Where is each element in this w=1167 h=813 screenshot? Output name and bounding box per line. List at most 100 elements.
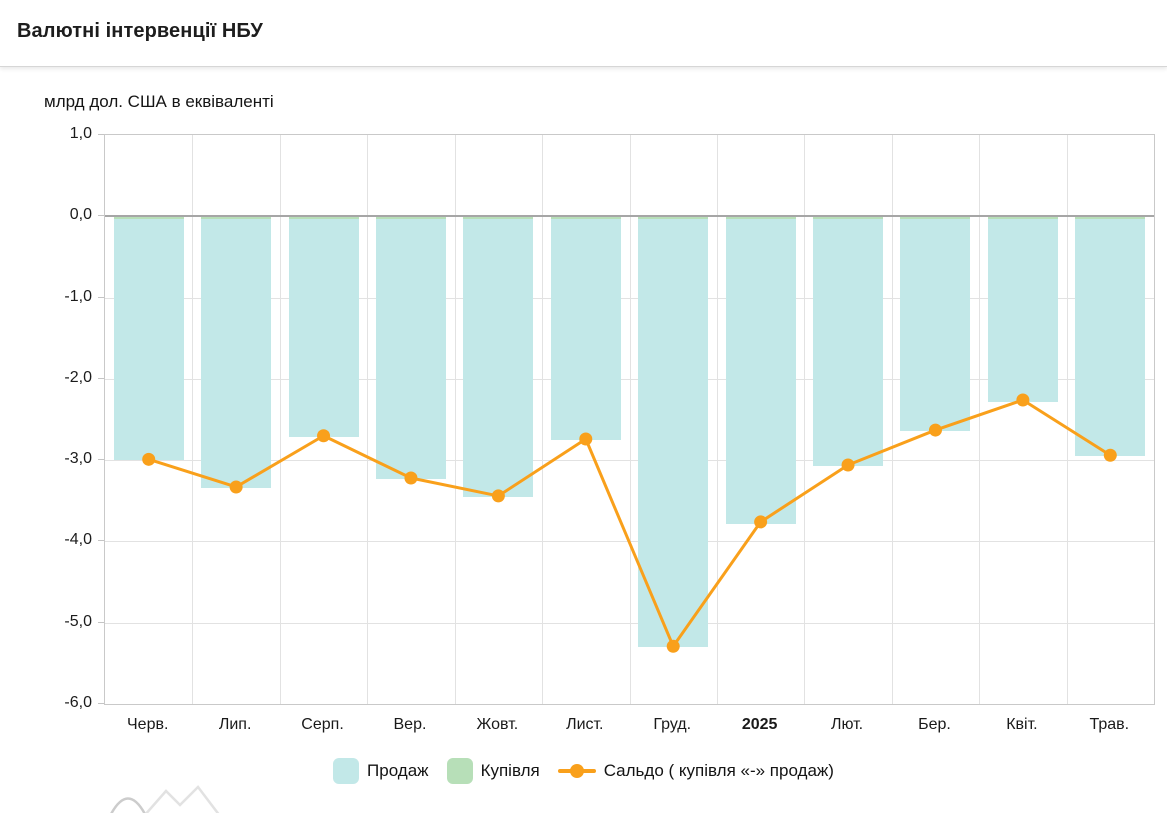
x-axis-label: Лист. [566, 716, 604, 733]
balance-point[interactable] [1016, 393, 1030, 407]
axis-unit-label: млрд дол. США в еквіваленті [44, 92, 274, 111]
vertical-gridline [367, 135, 369, 704]
legend-dot-icon [569, 764, 584, 778]
bar-sale[interactable] [550, 216, 621, 440]
legend-item-balance[interactable]: Сальдо ( купівля «-» продаж) [557, 761, 834, 781]
vertical-gridline [454, 135, 456, 704]
header: Валютні інтервенції НБУ [0, 0, 1167, 67]
balance-point[interactable] [491, 489, 505, 503]
balance-point[interactable] [317, 429, 331, 443]
vertical-gridline [542, 135, 544, 704]
bar-buy[interactable] [463, 216, 534, 220]
bar-sale[interactable] [987, 216, 1058, 402]
vertical-gridline [1066, 135, 1068, 704]
vertical-gridline [629, 135, 631, 704]
y-tick-mark [98, 703, 104, 704]
legend-item-buy[interactable]: Купівля [446, 758, 540, 784]
bar-buy[interactable] [725, 216, 796, 220]
bar-buy[interactable] [638, 216, 709, 220]
bar-sale[interactable] [463, 216, 534, 497]
legend-item-sale[interactable]: Продаж [333, 758, 429, 784]
y-tick-label: -5,0 [64, 612, 92, 630]
x-axis-label: Бер. [918, 716, 951, 733]
x-axis-label: Квіт. [1006, 716, 1038, 733]
bar-buy[interactable] [550, 216, 621, 220]
x-axis-label: Черв. [127, 716, 169, 733]
bar-buy[interactable] [375, 216, 446, 220]
balance-point[interactable] [229, 480, 243, 494]
horizontal-gridline [105, 297, 1154, 299]
balance-point[interactable] [142, 452, 156, 466]
bar-buy[interactable] [987, 216, 1058, 220]
legend-swatch-icon [446, 758, 473, 784]
bar-sale[interactable] [900, 216, 971, 431]
legend-line-marker-icon [557, 763, 596, 779]
vertical-gridline [804, 135, 806, 704]
y-tick-mark [98, 215, 104, 217]
vertical-gridline [979, 135, 981, 704]
y-tick-label: -3,0 [64, 450, 92, 468]
bar-sale[interactable] [288, 216, 359, 437]
x-axis-label: Трав. [1089, 716, 1130, 733]
bar-buy[interactable] [201, 216, 272, 220]
x-axis-label: 2025 [741, 716, 778, 733]
bar-buy[interactable] [1075, 216, 1146, 220]
y-tick-mark [98, 134, 104, 135]
balance-point[interactable] [841, 458, 855, 472]
horizontal-gridline [105, 378, 1154, 380]
bar-buy[interactable] [288, 216, 359, 220]
legend-swatch-icon [333, 758, 360, 784]
bar-sale[interactable] [201, 216, 272, 488]
bar-sale[interactable] [375, 216, 446, 479]
x-axis-label: Груд. [653, 716, 692, 733]
plot-area[interactable] [104, 134, 1155, 705]
zero-axis-line [105, 215, 1154, 218]
y-tick-mark [98, 296, 104, 298]
vertical-gridline [716, 135, 718, 704]
x-axis-label: Вер. [393, 716, 427, 733]
vertical-gridline [192, 135, 194, 704]
balance-line [148, 398, 1112, 648]
legend-label: Продаж [367, 761, 429, 780]
y-tick-mark [98, 540, 104, 542]
vertical-gridline [891, 135, 893, 704]
legend-label: Купівля [480, 761, 540, 780]
vertical-gridline [279, 135, 281, 704]
legend-label: Сальдо ( купівля «-» продаж) [603, 761, 834, 780]
balance-point[interactable] [666, 639, 680, 653]
balance-point[interactable] [754, 515, 768, 529]
y-tick-label: -1,0 [64, 287, 92, 305]
bar-buy[interactable] [900, 216, 971, 220]
chart-legend: Продаж Купівля Сальдо ( купівля «-» продаж… [0, 758, 1167, 784]
bar-sale[interactable] [1075, 216, 1146, 457]
horizontal-gridline [105, 460, 1154, 462]
y-tick-label: -4,0 [64, 531, 92, 549]
bar-sale[interactable] [638, 216, 709, 648]
y-tick-label: -6,0 [64, 694, 92, 711]
x-axis-label: Лип. [218, 716, 252, 733]
x-axis-label: Жовт. [476, 716, 519, 733]
bar-sale[interactable] [725, 216, 796, 524]
page-title: Валютні інтервенції НБУ [17, 20, 263, 42]
bar-buy[interactable] [813, 216, 884, 220]
watermark-logo-icon [110, 785, 220, 813]
x-axis-label: Лют. [830, 716, 864, 733]
y-tick-label: -2,0 [64, 368, 92, 386]
y-tick-mark [98, 377, 104, 379]
bar-buy[interactable] [113, 216, 184, 220]
horizontal-gridline [105, 622, 1154, 624]
y-tick-label: 1,0 [69, 125, 92, 142]
balance-point[interactable] [404, 471, 418, 485]
bar-sale[interactable] [813, 216, 884, 466]
bar-sale[interactable] [113, 216, 184, 461]
y-tick-label: 0,0 [69, 206, 92, 224]
balance-line-layer [142, 393, 1117, 653]
balance-point[interactable] [1103, 448, 1117, 462]
x-axis-label: Серп. [301, 716, 344, 733]
balance-point[interactable] [579, 432, 593, 446]
balance-point[interactable] [928, 423, 942, 437]
y-tick-mark [98, 621, 104, 623]
y-tick-mark [98, 459, 104, 461]
